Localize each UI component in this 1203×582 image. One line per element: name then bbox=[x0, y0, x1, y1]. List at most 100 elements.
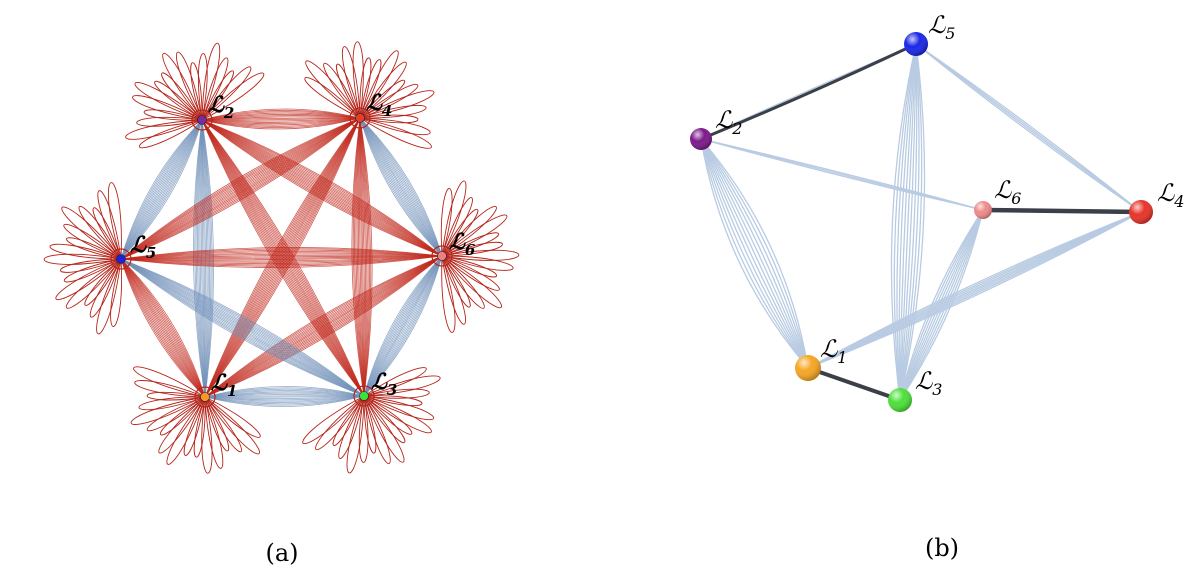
self-loop-L4 bbox=[304, 77, 361, 119]
self-loop-L6 bbox=[441, 232, 499, 257]
edge-L3-L6 bbox=[363, 255, 443, 397]
self-loop-L1 bbox=[134, 380, 206, 398]
self-loop-L1 bbox=[183, 396, 206, 456]
edge-L1-L3 bbox=[204, 395, 365, 399]
self-loop-L6 bbox=[441, 180, 467, 257]
edge-L1-L5 bbox=[120, 258, 206, 398]
node-label-a-L5: ℒ5 bbox=[130, 232, 156, 262]
edge-L2-L1 bbox=[700, 138, 809, 369]
panel-a-edges bbox=[120, 108, 443, 407]
edge-L1-L5 bbox=[120, 258, 206, 398]
self-loop-L3 bbox=[363, 395, 405, 463]
self-loop-L6 bbox=[441, 206, 497, 257]
self-loop-L6 bbox=[441, 255, 467, 325]
self-loop-L2 bbox=[201, 72, 265, 121]
self-loop-L4 bbox=[352, 41, 364, 119]
edge-L2-L6 bbox=[201, 119, 443, 257]
edge-L4-L1 bbox=[807, 211, 1142, 369]
node-label-a-L1-letter: ℒ bbox=[211, 370, 228, 396]
edge-L3-L5 bbox=[120, 258, 365, 397]
self-loop-L2 bbox=[125, 119, 203, 140]
edge-L2-L6 bbox=[201, 119, 443, 257]
node-label-a-L4-subscript: 4 bbox=[382, 102, 392, 120]
edge-L5-L4 bbox=[915, 43, 1142, 213]
node-label-a-L5-subscript: 5 bbox=[146, 244, 156, 262]
edge-L5-L3 bbox=[890, 43, 917, 401]
edge-L2-L1 bbox=[700, 138, 809, 369]
self-loop-L4 bbox=[305, 60, 361, 119]
edge-L2-L5 bbox=[120, 119, 203, 260]
edge-L2-L1 bbox=[700, 138, 809, 369]
edge-L5-L3 bbox=[893, 43, 917, 401]
self-loop-L5 bbox=[66, 237, 122, 260]
edge-L2-L5 bbox=[120, 119, 203, 260]
panel-a-caption: (a) bbox=[265, 539, 298, 567]
node-L6 bbox=[437, 251, 447, 261]
edge-L5-L3 bbox=[899, 43, 926, 401]
edge-L2-L4 bbox=[201, 112, 361, 121]
node-L4 bbox=[355, 113, 365, 123]
node-ring-L3 bbox=[353, 385, 375, 407]
edge-L2-L6 bbox=[201, 119, 443, 257]
edge-L3-L5 bbox=[120, 258, 365, 397]
edge-L5-L3 bbox=[899, 43, 918, 401]
self-loop-L1 bbox=[133, 366, 206, 398]
edge-L4-L5 bbox=[120, 117, 361, 260]
edge-L2-L3 bbox=[201, 119, 365, 397]
node-label-a-L3: ℒ3 bbox=[371, 369, 397, 399]
self-loop-L2 bbox=[162, 53, 203, 121]
self-loop-L2 bbox=[134, 82, 203, 121]
self-loop-L6 bbox=[441, 255, 498, 278]
edge-L3-L5 bbox=[120, 258, 365, 397]
self-loop-L3 bbox=[363, 395, 435, 421]
self-loop-L1 bbox=[204, 396, 260, 455]
panel-b-caption: (b) bbox=[925, 534, 959, 562]
edge-L1-L5 bbox=[120, 258, 206, 398]
self-loop-L5 bbox=[92, 207, 122, 260]
self-loop-L1 bbox=[166, 396, 206, 465]
edge-L3-L5 bbox=[120, 258, 365, 397]
node-label-b-L1-letter: ℒ bbox=[820, 335, 838, 363]
self-loop-L6 bbox=[441, 255, 485, 309]
edge-L2-L6 bbox=[201, 119, 443, 257]
edge-L2-L5 bbox=[120, 119, 203, 260]
self-loop-L1 bbox=[158, 396, 206, 454]
self-loop-L4 bbox=[359, 57, 372, 119]
node-label-b-L6-letter: ℒ bbox=[994, 176, 1012, 204]
edge-L4-L6 bbox=[359, 117, 443, 257]
edge-L2-L4 bbox=[201, 117, 361, 126]
edge-L2-L6 bbox=[201, 119, 443, 257]
self-loop-L2 bbox=[154, 80, 203, 121]
self-loop-L4 bbox=[359, 114, 419, 124]
edge-L3-L6 bbox=[363, 255, 443, 397]
edge-L3-L6 bbox=[363, 255, 443, 397]
strong-edge-L2-L5 bbox=[699, 42, 918, 141]
node-label-b-L1: ℒ1 bbox=[820, 335, 847, 367]
node-shade-L4 bbox=[1129, 200, 1153, 224]
edge-L2-L5 bbox=[120, 119, 203, 260]
edge-L1-L3 bbox=[204, 392, 365, 398]
edge-L5-L6 bbox=[120, 249, 443, 260]
edge-L2-L3 bbox=[201, 119, 365, 397]
edge-L2-L4 bbox=[201, 115, 361, 121]
edge-L4-L5 bbox=[120, 117, 361, 260]
edge-L2-L6 bbox=[201, 119, 443, 257]
edge-L4-L5 bbox=[120, 117, 361, 260]
self-loop-L1 bbox=[204, 396, 242, 453]
node-label-b-L5-subscript: 5 bbox=[945, 24, 955, 43]
edge-L2-L5 bbox=[120, 119, 203, 260]
edge-L4-L5 bbox=[120, 117, 361, 260]
edge-L4-L6 bbox=[359, 117, 443, 257]
self-loop-L4 bbox=[359, 59, 382, 119]
edge-L1-L3 bbox=[204, 395, 365, 405]
edge-L1-L3 bbox=[204, 395, 365, 407]
self-loop-L3 bbox=[363, 395, 423, 407]
self-loop-L4 bbox=[323, 62, 361, 119]
node-label-b-L1-subscript: 1 bbox=[837, 348, 847, 367]
edge-L2-L1 bbox=[700, 138, 809, 369]
edge-L5-L3 bbox=[896, 43, 917, 401]
edge-L4-L6 bbox=[359, 117, 443, 257]
self-loop-L5 bbox=[63, 224, 122, 260]
edge-L5-L6 bbox=[120, 255, 443, 260]
